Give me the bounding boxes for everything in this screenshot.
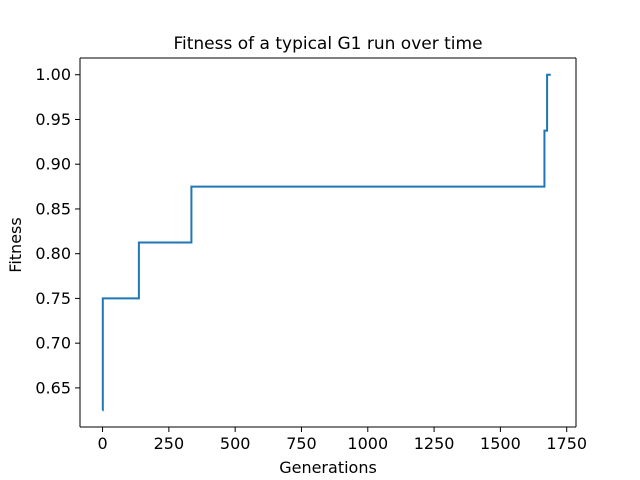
y-tick-label: 0.65 [35, 378, 71, 397]
chart-title: Fitness of a typical G1 run over time [173, 34, 482, 54]
x-tick-label: 1500 [480, 434, 521, 453]
y-tick-label: 0.80 [35, 244, 71, 263]
x-tick-label: 1750 [546, 434, 587, 453]
x-tick-label: 750 [286, 434, 317, 453]
y-tick-label: 0.85 [35, 199, 71, 218]
series-line-0 [101, 73, 551, 412]
x-tick-label: 0 [97, 434, 107, 453]
y-tick-label: 0.75 [35, 289, 71, 308]
x-axis-label: Generations [279, 458, 377, 477]
y-tick-label: 0.70 [35, 334, 71, 353]
x-tick-label: 250 [154, 434, 185, 453]
y-tick-label: 0.90 [35, 155, 71, 174]
x-tick-label: 500 [220, 434, 251, 453]
y-axis-label: Fitness [6, 217, 25, 272]
y-axis: 0.65 0.70 0.75 0.80 0.85 0.90 0.95 1.00 [35, 65, 80, 397]
x-tick-label: 1250 [414, 434, 455, 453]
x-axis: 0 250 500 750 1000 1250 1500 1750 [97, 427, 587, 453]
x-tick-label: 1000 [347, 434, 388, 453]
y-tick-label: 1.00 [35, 65, 71, 84]
y-tick-label: 0.95 [35, 110, 71, 129]
